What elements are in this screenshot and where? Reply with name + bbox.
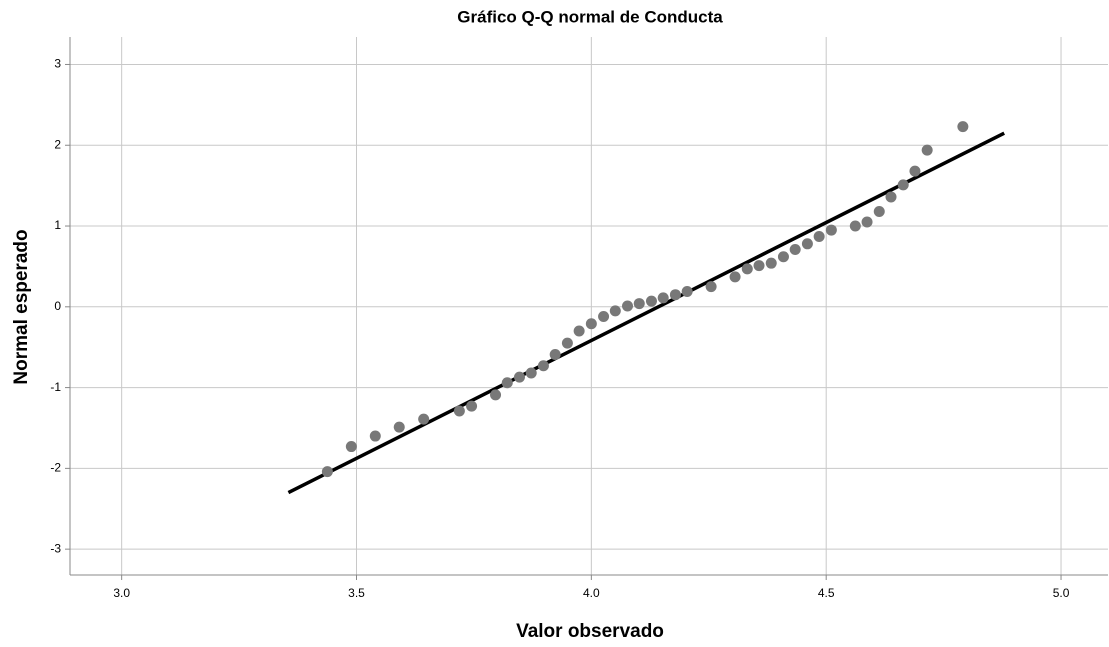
x-tick-label: 3.0 bbox=[113, 586, 130, 600]
point bbox=[549, 348, 561, 360]
point bbox=[741, 263, 753, 275]
point bbox=[789, 243, 801, 255]
reference-line bbox=[287, 131, 1005, 495]
point bbox=[681, 285, 693, 297]
y-tick-label: -2 bbox=[50, 461, 61, 475]
y-tick-label: 0 bbox=[54, 299, 61, 313]
point bbox=[418, 413, 430, 425]
point bbox=[813, 231, 825, 243]
point bbox=[501, 377, 513, 389]
point bbox=[633, 298, 645, 310]
point bbox=[609, 305, 621, 317]
point bbox=[801, 238, 813, 250]
point bbox=[825, 224, 837, 236]
y-tick-label: 1 bbox=[54, 218, 61, 232]
point bbox=[598, 311, 610, 323]
point bbox=[705, 281, 717, 293]
y-tick-label: 2 bbox=[54, 137, 61, 151]
point bbox=[669, 289, 681, 301]
x-tick-label: 5.0 bbox=[1053, 586, 1070, 600]
point bbox=[513, 371, 525, 383]
point bbox=[525, 367, 537, 379]
point bbox=[645, 295, 657, 307]
point bbox=[537, 360, 549, 372]
y-axis-title: Normal esperado bbox=[11, 229, 32, 384]
y-tick-label: 3 bbox=[54, 57, 61, 71]
point bbox=[909, 165, 921, 177]
point bbox=[849, 220, 861, 232]
point bbox=[585, 318, 597, 330]
point bbox=[453, 405, 465, 417]
point bbox=[897, 179, 909, 191]
point bbox=[753, 260, 765, 272]
point bbox=[345, 441, 357, 453]
point bbox=[957, 121, 969, 133]
point bbox=[466, 400, 478, 412]
point bbox=[729, 271, 741, 283]
point bbox=[369, 430, 381, 442]
x-tick-label: 4.0 bbox=[583, 586, 600, 600]
point bbox=[622, 300, 634, 312]
point bbox=[321, 466, 333, 478]
point bbox=[573, 325, 585, 337]
point bbox=[657, 292, 669, 304]
x-tick-label: 4.5 bbox=[818, 586, 835, 600]
x-axis-title: Valor observado bbox=[516, 621, 664, 642]
point bbox=[561, 337, 573, 349]
point bbox=[885, 191, 897, 203]
point bbox=[490, 389, 502, 401]
point bbox=[873, 205, 885, 217]
point bbox=[393, 421, 405, 433]
point bbox=[921, 144, 933, 156]
x-tick-label: 3.5 bbox=[348, 586, 365, 600]
point bbox=[777, 251, 789, 263]
y-tick-label: -1 bbox=[50, 380, 61, 394]
point bbox=[861, 216, 873, 228]
point bbox=[765, 257, 777, 269]
chart-title: Gráfico Q-Q normal de Conducta bbox=[457, 7, 723, 26]
y-tick-label: -3 bbox=[50, 541, 61, 555]
